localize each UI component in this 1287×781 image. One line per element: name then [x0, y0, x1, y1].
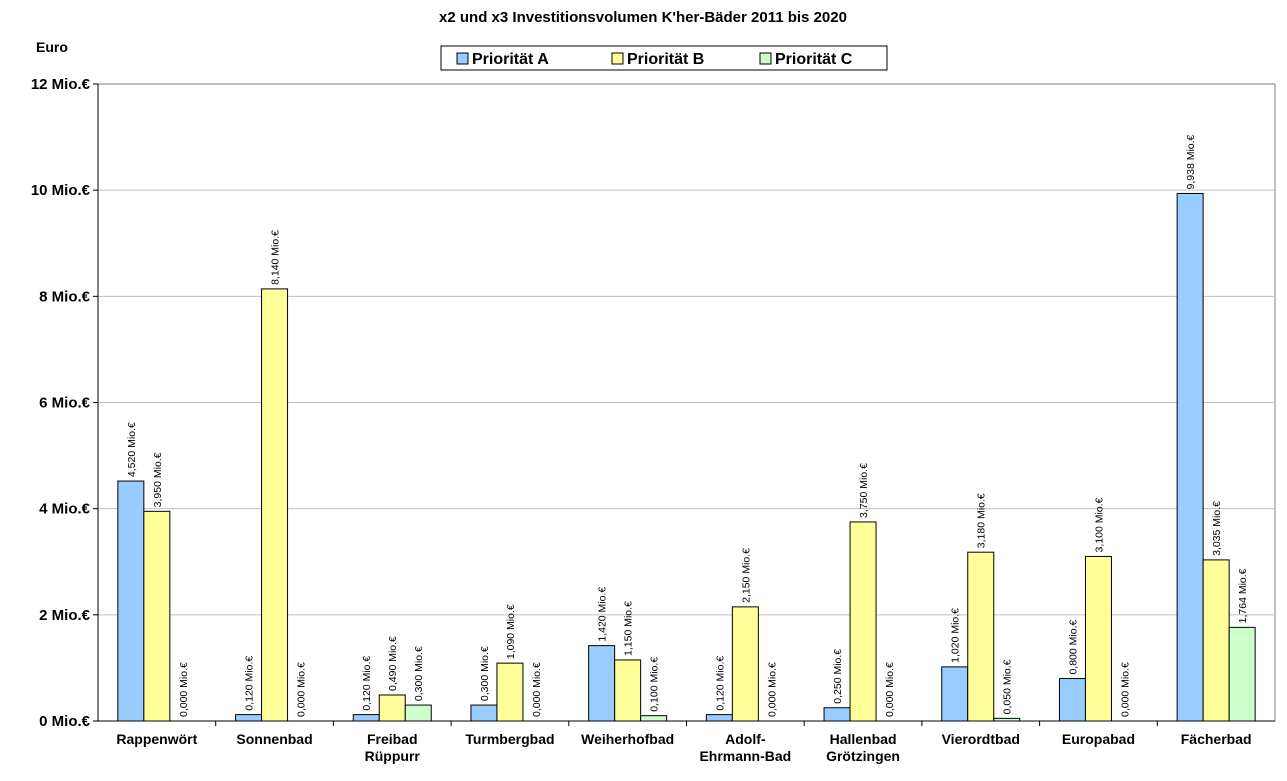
bar	[1058, 678, 1086, 722]
x-tick-label: Ehrmann-Bad	[699, 748, 791, 764]
plot-area: 0 Mio.€ 2 Mio.€ 4 Mio.€ 6 Mio.€ 8 Mio.€ 10 Mi…	[31, 76, 1276, 764]
legend-label: Priorität C	[775, 51, 853, 68]
legend-box	[440, 45, 888, 71]
data-label: 3,750 Mio.€	[858, 463, 870, 518]
bar	[143, 510, 171, 722]
data-label: 0,300 Mio.€	[413, 646, 425, 701]
bar	[588, 645, 616, 722]
data-label: 0,800 Mio.€	[1067, 620, 1079, 675]
x-tick-label: Fächerbad	[1181, 731, 1252, 747]
x-tick-label: Freibad	[367, 731, 418, 747]
data-label: 0,250 Mio.€	[832, 649, 844, 704]
data-label: 3,950 Mio.€	[152, 452, 164, 507]
x-tick-label: Rüppurr	[365, 748, 421, 764]
x-tick-label: Hallenbad	[830, 731, 897, 747]
x-tick-label: Sonnenbad	[236, 731, 312, 747]
x-tick-label: Weiherhofbad	[581, 731, 674, 747]
data-label: 1,020 Mio.€	[950, 608, 962, 663]
x-tick-label: Grötzingen	[826, 748, 900, 764]
legend-label: Priorität A	[472, 51, 549, 68]
data-label: 1,420 Mio.€	[597, 587, 609, 642]
bar	[117, 480, 145, 722]
bar	[470, 704, 498, 722]
y-tick-label: 0 Mio.€	[39, 713, 91, 730]
x-tick-label: Europabad	[1062, 731, 1135, 747]
legend: Priorität A Priorität B Priorität C	[440, 45, 888, 71]
data-label: 0,120 Mio.€	[361, 656, 373, 711]
x-tick-label: Rappenwört	[116, 731, 197, 747]
y-tick-label: 6 Mio.€	[39, 395, 91, 412]
data-label: 0,050 Mio.€	[1002, 659, 1014, 714]
data-label: 1,764 Mio.€	[1237, 568, 1249, 623]
legend-swatch	[759, 52, 772, 65]
x-tick-label: Adolf-	[725, 731, 766, 747]
bar	[823, 707, 851, 722]
data-label: 0,000 Mio.€	[1119, 662, 1131, 717]
data-label: 1,090 Mio.€	[505, 604, 517, 659]
y-tick-label: 2 Mio.€	[39, 607, 91, 624]
data-label: 0,000 Mio.€	[884, 662, 896, 717]
bar	[352, 714, 380, 722]
bar	[731, 606, 759, 722]
bar	[1084, 555, 1112, 722]
y-tick-label: 8 Mio.€	[39, 288, 91, 305]
bar	[705, 714, 733, 722]
bar	[261, 288, 289, 722]
legend-swatch	[456, 52, 469, 65]
y-tick-label: 12 Mio.€	[31, 76, 91, 93]
bar	[640, 715, 668, 722]
bar	[1202, 559, 1230, 722]
bar	[378, 694, 406, 722]
data-label: 3,100 Mio.€	[1093, 497, 1105, 552]
bar	[849, 521, 877, 722]
data-label: 4,520 Mio.€	[126, 422, 138, 477]
bar	[404, 704, 432, 722]
data-label: 0,490 Mio.€	[387, 636, 399, 691]
bar	[235, 714, 263, 722]
data-label: 9,938 Mio.€	[1185, 134, 1197, 189]
bar	[967, 551, 995, 722]
y-tick-label: 10 Mio.€	[31, 182, 91, 199]
data-label: 0,120 Mio.€	[714, 656, 726, 711]
chart-title: x2 und x3 Investitionsvolumen K'her-Bäde…	[439, 9, 847, 26]
y-tick-label: 4 Mio.€	[39, 501, 91, 518]
data-label: 3,035 Mio.€	[1211, 501, 1223, 556]
data-label: 0,000 Mio.€	[296, 662, 308, 717]
bar	[941, 666, 969, 722]
bar	[1176, 192, 1204, 722]
data-label: 0,000 Mio.€	[531, 662, 543, 717]
legend-label: Priorität B	[627, 51, 704, 68]
legend-swatch	[611, 52, 624, 65]
x-tick-label: Vierordtbad	[942, 731, 1020, 747]
bar	[993, 717, 1021, 722]
bar	[1228, 626, 1256, 722]
y-axis-label: Euro	[36, 39, 68, 55]
data-label: 0,120 Mio.€	[244, 656, 256, 711]
bar	[614, 659, 642, 722]
data-label: 3,180 Mio.€	[976, 493, 988, 548]
x-tick-label: Turmbergbad	[465, 731, 554, 747]
data-label: 2,150 Mio.€	[740, 548, 752, 603]
data-label: 0,000 Mio.€	[766, 662, 778, 717]
data-label: 0,300 Mio.€	[479, 646, 491, 701]
bar	[496, 662, 524, 722]
data-label: 1,150 Mio.€	[623, 601, 635, 656]
data-label: 8,140 Mio.€	[270, 230, 282, 285]
data-label: 0,100 Mio.€	[649, 657, 661, 712]
data-label: 0,000 Mio.€	[178, 662, 190, 717]
